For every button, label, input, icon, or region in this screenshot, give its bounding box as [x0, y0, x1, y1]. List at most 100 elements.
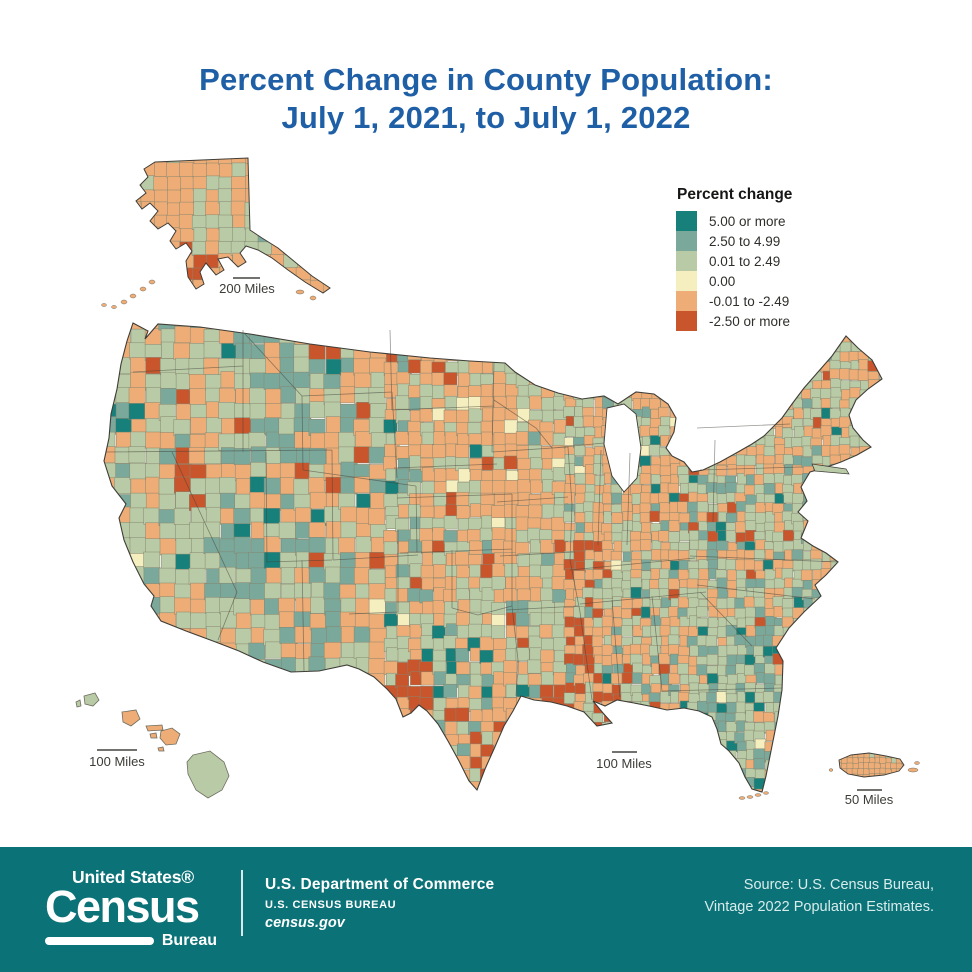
county — [822, 750, 834, 762]
county — [678, 713, 690, 725]
county — [878, 540, 882, 553]
county — [649, 332, 662, 345]
county — [432, 444, 446, 459]
county — [244, 201, 260, 217]
county — [782, 644, 794, 656]
county — [734, 777, 746, 789]
county — [270, 265, 286, 281]
island-kauai — [83, 692, 100, 707]
county — [774, 664, 786, 676]
county — [782, 759, 795, 772]
county — [129, 732, 147, 750]
county — [250, 567, 268, 585]
county — [264, 731, 281, 749]
county — [179, 158, 195, 165]
county — [236, 764, 253, 781]
county — [504, 419, 518, 434]
county — [143, 507, 161, 525]
county — [649, 741, 661, 753]
county — [539, 720, 554, 735]
county — [611, 731, 623, 743]
county — [821, 674, 833, 687]
county — [384, 769, 399, 784]
county — [869, 741, 882, 753]
county — [515, 431, 530, 446]
county — [235, 701, 253, 719]
county — [891, 773, 899, 777]
census-footer: United States® Census Bureau U.S. Depart… — [0, 847, 972, 972]
county — [811, 691, 823, 704]
county — [793, 779, 805, 791]
county — [687, 388, 700, 400]
county — [191, 507, 208, 524]
county — [877, 568, 882, 580]
county — [493, 325, 508, 339]
county — [193, 227, 209, 243]
county — [668, 578, 680, 590]
county — [869, 503, 881, 516]
county — [419, 528, 434, 542]
county — [160, 791, 178, 792]
county — [443, 372, 458, 387]
county — [793, 332, 806, 345]
county — [354, 552, 372, 569]
county — [621, 323, 633, 335]
county — [811, 340, 823, 352]
county — [744, 455, 756, 467]
county — [144, 323, 161, 330]
county — [397, 781, 412, 792]
county — [803, 721, 815, 734]
county — [279, 552, 297, 569]
county — [206, 162, 222, 178]
county — [717, 359, 729, 371]
county — [528, 731, 542, 746]
county — [335, 151, 349, 165]
county — [323, 176, 330, 192]
county — [528, 444, 542, 459]
county — [651, 351, 663, 364]
county — [822, 475, 834, 487]
county — [781, 388, 794, 401]
census-gov-link[interactable]: census.gov — [265, 915, 345, 931]
scale-bar-label-main: 100 Miles — [596, 756, 652, 771]
county — [812, 493, 824, 506]
county — [178, 214, 194, 230]
county — [583, 323, 595, 324]
county — [265, 567, 283, 585]
county — [840, 729, 852, 741]
county — [283, 292, 299, 293]
county — [166, 240, 182, 256]
county — [781, 598, 794, 610]
county — [830, 577, 842, 590]
county — [764, 741, 776, 753]
county — [326, 626, 343, 644]
county — [659, 350, 672, 363]
county — [540, 587, 555, 602]
source-citation: Source: U.S. Census Bureau, Vintage 2022… — [705, 867, 934, 919]
county — [338, 703, 356, 721]
county — [668, 341, 680, 353]
county — [115, 357, 133, 375]
county — [821, 693, 833, 705]
legend-item: 2.50 to 4.99 — [676, 231, 792, 251]
county — [104, 523, 116, 541]
legend-label: 5.00 or more — [709, 213, 786, 229]
county — [279, 323, 297, 331]
county — [128, 387, 146, 405]
county — [158, 478, 176, 495]
county — [860, 542, 872, 554]
county — [640, 712, 652, 724]
county — [858, 559, 870, 571]
legend-label: 0.00 — [709, 273, 736, 289]
county — [688, 750, 700, 762]
county — [159, 626, 177, 644]
county — [159, 522, 177, 540]
county — [278, 718, 296, 736]
county — [540, 612, 555, 627]
county — [889, 465, 900, 476]
county — [158, 643, 176, 661]
county — [407, 551, 422, 566]
county — [840, 616, 852, 628]
county — [705, 482, 718, 494]
county — [409, 601, 424, 615]
